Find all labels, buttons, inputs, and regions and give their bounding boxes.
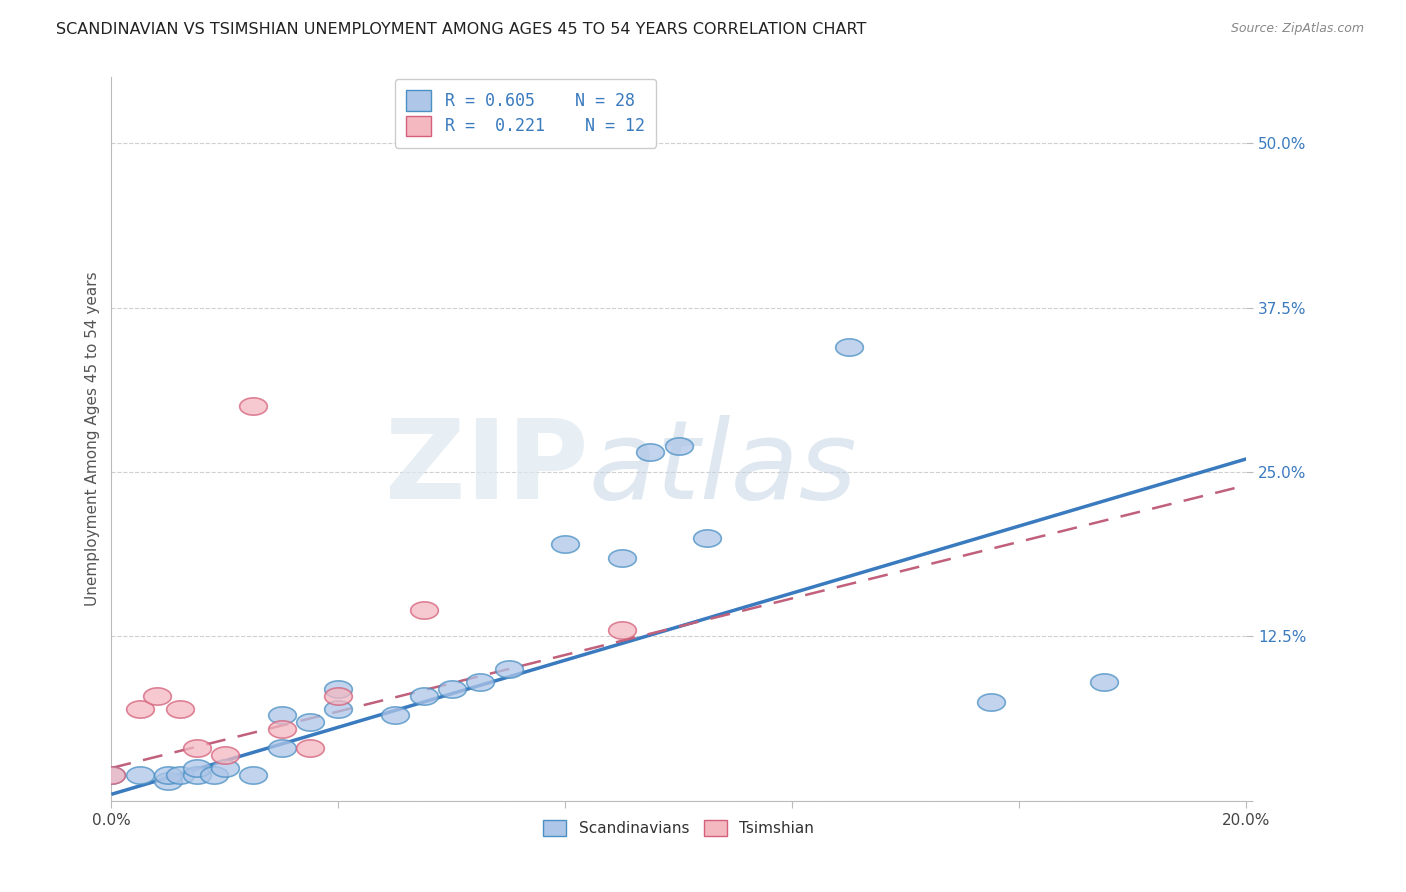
Text: atlas: atlas: [588, 415, 856, 522]
Point: [169, 702, 191, 716]
Point: [328, 682, 350, 697]
Y-axis label: Unemployment Among Ages 45 to 54 years: Unemployment Among Ages 45 to 54 years: [86, 272, 100, 607]
Point: [328, 702, 350, 716]
Text: Source: ZipAtlas.com: Source: ZipAtlas.com: [1230, 22, 1364, 36]
Point: [242, 767, 264, 781]
Point: [169, 767, 191, 781]
Point: [128, 702, 150, 716]
Point: [270, 722, 292, 736]
Point: [186, 767, 208, 781]
Point: [470, 675, 492, 690]
Point: [610, 550, 633, 565]
Point: [214, 761, 236, 775]
Point: [214, 747, 236, 762]
Point: [328, 689, 350, 703]
Point: [384, 708, 406, 723]
Text: ZIP: ZIP: [385, 415, 588, 522]
Point: [980, 695, 1002, 709]
Point: [100, 767, 122, 781]
Point: [270, 708, 292, 723]
Point: [610, 623, 633, 637]
Point: [298, 741, 321, 756]
Point: [412, 603, 434, 617]
Point: [554, 537, 576, 551]
Point: [498, 662, 520, 676]
Point: [146, 689, 169, 703]
Point: [1094, 675, 1116, 690]
Point: [128, 767, 150, 781]
Point: [640, 445, 662, 459]
Point: [298, 714, 321, 729]
Point: [440, 682, 463, 697]
Point: [100, 767, 122, 781]
Text: SCANDINAVIAN VS TSIMSHIAN UNEMPLOYMENT AMONG AGES 45 TO 54 YEARS CORRELATION CHA: SCANDINAVIAN VS TSIMSHIAN UNEMPLOYMENT A…: [56, 22, 866, 37]
Point: [157, 767, 180, 781]
Point: [186, 741, 208, 756]
Legend: Scandinavians, Tsimshian: Scandinavians, Tsimshian: [536, 813, 823, 844]
Point: [270, 741, 292, 756]
Point: [838, 340, 860, 354]
Point: [696, 531, 718, 545]
Point: [412, 689, 434, 703]
Point: [186, 761, 208, 775]
Point: [668, 439, 690, 453]
Point: [202, 767, 225, 781]
Point: [157, 774, 180, 789]
Point: [242, 399, 264, 413]
